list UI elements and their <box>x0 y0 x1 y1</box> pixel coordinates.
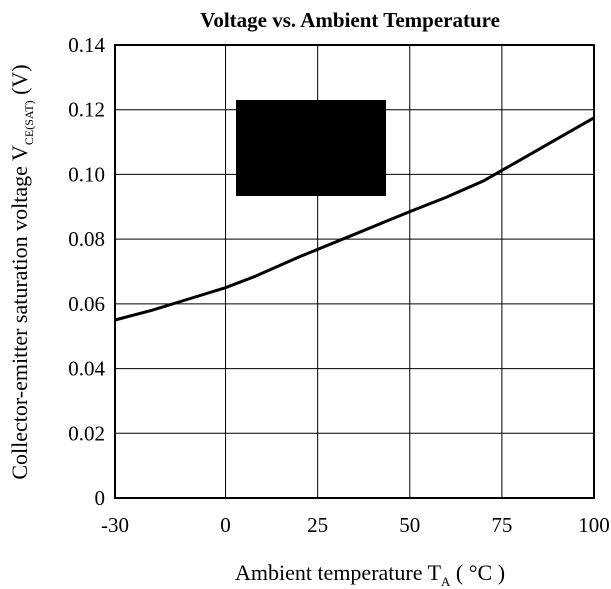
x-tick-label: 25 <box>307 513 328 537</box>
y-tick-label: 0.10 <box>68 162 105 186</box>
x-axis-ticks: -30 0 25 50 75 100 <box>101 513 610 537</box>
y-tick-label: 0 <box>95 486 106 510</box>
x-tick-label: 0 <box>220 513 231 537</box>
annotation-line-2: IC = 1mA <box>243 147 324 174</box>
plot-frame <box>114 44 595 499</box>
chart-title: Voltage vs. Ambient Temperature <box>200 8 500 32</box>
x-axis-label: Ambient temperature TA ( °C ) <box>235 560 505 589</box>
x-tick-label: 50 <box>399 513 420 537</box>
y-tick-label: 0.04 <box>68 357 105 381</box>
x-tick-label: 100 <box>578 513 610 537</box>
y-axis-label: Collector-emitter saturation voltage VCE… <box>7 64 36 479</box>
series-line <box>114 116 595 322</box>
annotation-background <box>236 100 386 196</box>
x-tick-label: -30 <box>101 513 129 537</box>
annotation-box: IF = ±20mA IC = 1mA <box>236 100 386 196</box>
y-tick-label: 0.08 <box>68 227 105 251</box>
x-tick-label: 75 <box>491 513 512 537</box>
y-tick-label: 0.06 <box>68 292 105 316</box>
y-tick-label: 0.02 <box>68 421 105 445</box>
y-tick-label: 0.14 <box>68 33 105 57</box>
y-tick-label: 0.12 <box>68 98 105 122</box>
annotation-line-1: IF = ±20mA <box>243 119 344 146</box>
y-axis-ticks: 0 0.02 0.04 0.06 0.08 0.10 0.12 0.14 <box>68 33 105 510</box>
